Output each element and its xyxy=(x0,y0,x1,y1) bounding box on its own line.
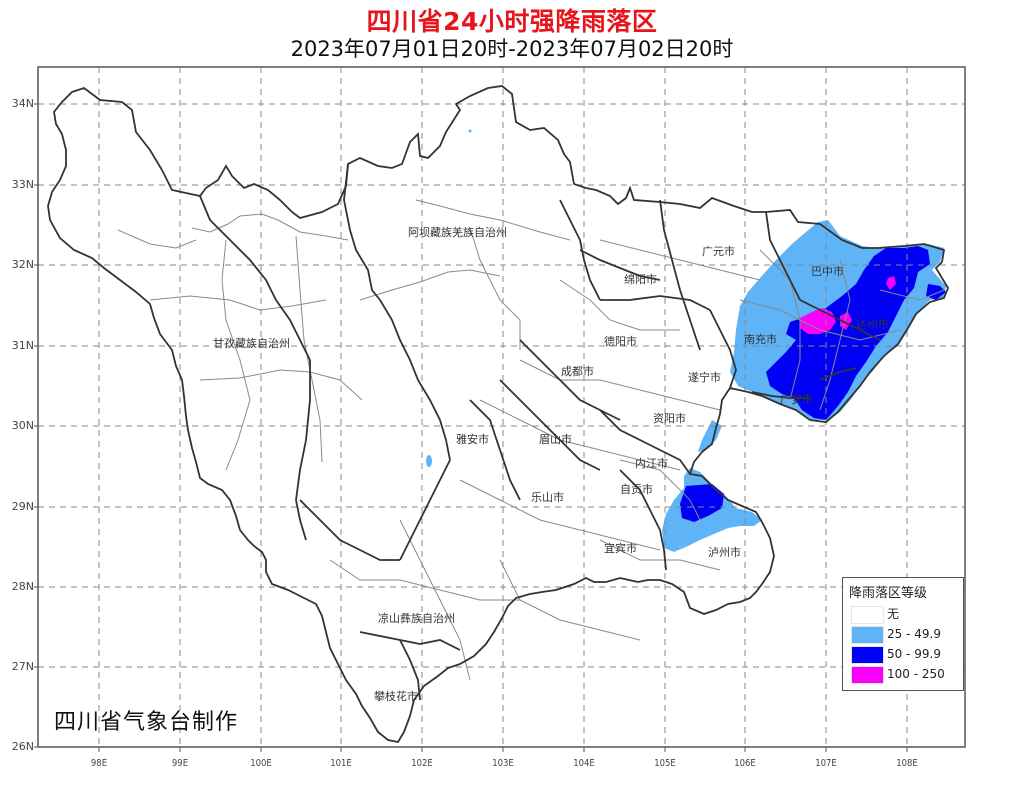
region-label-chengdu: 成都市 xyxy=(561,365,594,378)
lon-tick-98e: 98E xyxy=(90,758,108,769)
lat-tick-26n: 26N xyxy=(11,740,34,753)
lon-tick-106e: 106E xyxy=(734,758,756,769)
rain-area-25-south xyxy=(698,420,722,452)
legend-label-100: 100 - 250 xyxy=(887,667,945,681)
lon-tick-103e: 103E xyxy=(492,758,514,769)
region-label-liangshan: 凉山彝族自治州 xyxy=(378,612,455,625)
producer-credit: 四川省气象台制作 xyxy=(54,710,239,735)
rain-area-100-c xyxy=(886,276,896,290)
lon-tick-101e: 101E xyxy=(330,758,352,769)
legend-item-100: 100 - 250 xyxy=(851,666,961,684)
region-label-suining: 遂宁市 xyxy=(688,371,721,384)
sichuan-outline xyxy=(47,85,950,744)
lon-tick-104e: 104E xyxy=(573,758,595,769)
region-label-zigong: 自贡市 xyxy=(620,483,653,496)
region-label-guangan: 广安市 xyxy=(780,393,813,406)
region-label-aba: 阿坝藏族羌族自治州 xyxy=(408,226,507,239)
region-label-yibin: 宜宾市 xyxy=(604,542,637,555)
lon-tick-99e: 99E xyxy=(171,758,189,769)
map-frame xyxy=(37,66,966,748)
rain-area-100-b xyxy=(840,312,852,330)
legend-swatch-25 xyxy=(851,626,884,644)
lon-tick-105e: 105E xyxy=(654,758,676,769)
lat-tick-33n: 33N xyxy=(11,178,34,191)
region-label-dazhou: 达州市 xyxy=(856,318,889,331)
lon-tick-102e: 102E xyxy=(411,758,433,769)
rain-area-50-ne xyxy=(766,246,930,420)
region-label-panzhihua: 攀枝花市 xyxy=(374,690,418,703)
region-label-ganzi: 甘孜藏族自治州 xyxy=(213,337,290,350)
region-label-luzhou: 泸州市 xyxy=(708,546,741,559)
lat-tick-27n: 27N xyxy=(11,660,34,673)
region-label-yaan: 雅安市 xyxy=(456,433,489,446)
legend-swatch-100 xyxy=(851,666,884,684)
county-borders xyxy=(117,199,945,681)
lat-tick-30n: 30N xyxy=(11,419,34,432)
axis-ticks xyxy=(34,103,908,752)
rain-area-25-spot-north xyxy=(468,129,472,133)
rain-area-25-spot-ya'an xyxy=(426,455,432,467)
region-label-deyang: 德阳市 xyxy=(604,335,637,348)
region-label-nanchong: 南充市 xyxy=(744,333,777,346)
region-label-ziyang: 资阳市 xyxy=(653,412,686,425)
lon-tick-107e: 107E xyxy=(815,758,837,769)
graticule xyxy=(38,67,965,747)
lat-tick-34n: 34N xyxy=(11,97,34,110)
region-label-guangyuan: 广元市 xyxy=(702,245,735,258)
rain-area-50-se xyxy=(680,484,724,522)
legend-swatch-none xyxy=(851,606,884,624)
rain-areas xyxy=(426,129,946,552)
legend-item-25: 25 - 49.9 xyxy=(851,626,961,644)
lon-tick-108e: 108E xyxy=(896,758,918,769)
legend-item-50: 50 - 99.9 xyxy=(851,646,961,664)
legend-item-none: 无 xyxy=(851,606,961,624)
legend-title: 降雨落区等级 xyxy=(849,586,928,601)
lat-tick-28n: 28N xyxy=(11,580,34,593)
legend-swatch-50 xyxy=(851,646,884,664)
legend-label-25: 25 - 49.9 xyxy=(887,627,941,641)
lat-tick-32n: 32N xyxy=(11,258,34,271)
map-time-range: 2023年07月01日20时-2023年07月02日20时 xyxy=(290,37,734,61)
region-label-meishan: 眉山市 xyxy=(539,433,572,446)
legend: 降雨落区等级 无 25 - 49.9 50 - 99.9 100 - 250 xyxy=(842,577,964,691)
lon-tick-100e: 100E xyxy=(250,758,272,769)
region-label-mianyang: 绵阳市 xyxy=(624,273,657,286)
legend-label-none: 无 xyxy=(887,607,900,621)
prefecture-borders xyxy=(47,85,950,744)
lat-tick-29n: 29N xyxy=(11,500,34,513)
legend-label-50: 50 - 99.9 xyxy=(887,647,941,661)
region-label-bazhong: 巴中市 xyxy=(811,265,844,278)
map-title: 四川省24小时强降雨落区 xyxy=(366,7,658,36)
lat-tick-31n: 31N xyxy=(11,339,34,352)
rain-area-50-ne-east xyxy=(926,284,946,300)
region-label-neijiang: 内江市 xyxy=(635,457,668,470)
region-label-leshan: 乐山市 xyxy=(531,491,564,504)
